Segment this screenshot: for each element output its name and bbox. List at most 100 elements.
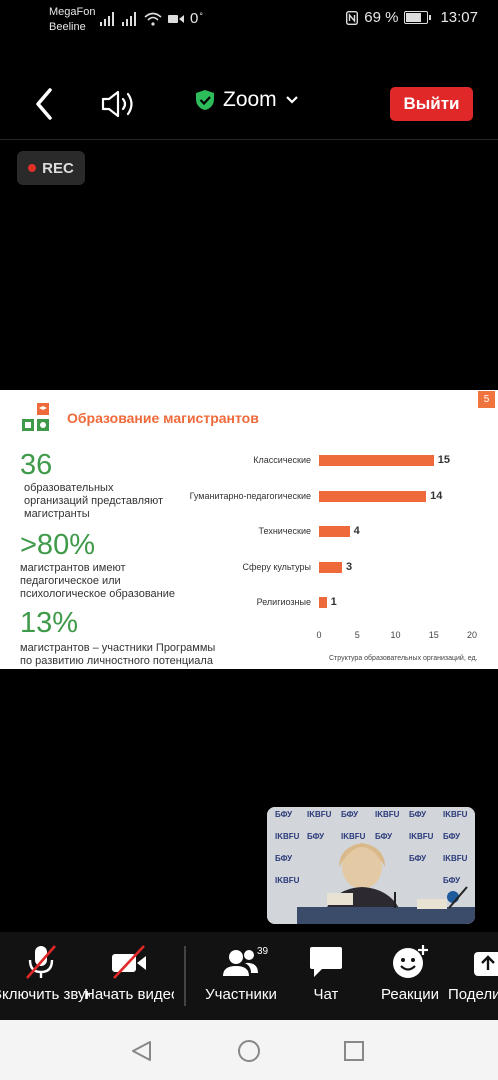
- video-off-icon: [112, 945, 146, 979]
- shared-screen: 5 Образование магистрантов 36 образовате…: [0, 390, 498, 669]
- chevron-left-icon: [36, 88, 52, 120]
- nav-recents-icon[interactable]: [343, 1040, 365, 1062]
- chart-bar: [319, 490, 427, 502]
- record-dot-icon: [28, 164, 37, 172]
- shield-check-icon: [196, 90, 214, 110]
- svg-text:IKBFU: IKBFU: [443, 854, 468, 863]
- svg-text:БФУ: БФУ: [275, 854, 293, 863]
- signal-icon: [100, 11, 114, 26]
- chart-bar-value: 15: [437, 454, 450, 466]
- chart-x-tick: 5: [354, 630, 360, 640]
- svg-text:БФУ: БФУ: [275, 810, 293, 819]
- carrier-info: MegaFon Beeline: [49, 5, 95, 35]
- chart-bar-value: 3: [345, 560, 353, 573]
- chart-bar: [319, 561, 342, 573]
- battery-percent: 69 %: [364, 9, 399, 26]
- share-button[interactable]: Поделиться: [448, 944, 498, 1003]
- stat-value-3: 13%: [20, 607, 79, 639]
- stat-value-1: 36: [20, 449, 53, 481]
- nav-home-icon[interactable]: [237, 1039, 261, 1063]
- chart-category-label: Технические: [258, 526, 311, 536]
- speaker-icon: [101, 90, 133, 118]
- chat-icon: [310, 947, 342, 977]
- chart-x-tick: 0: [316, 630, 322, 640]
- svg-text:IKBFU: IKBFU: [307, 810, 332, 819]
- back-button[interactable]: [30, 86, 62, 122]
- chart-bar: [319, 526, 350, 537]
- bottom-toolbar: Включить звук Начать видео Участники 39 …: [0, 932, 498, 1020]
- meeting-title-dropdown[interactable]: Zoom: [195, 88, 299, 112]
- chart-x-tick: 20: [466, 630, 478, 640]
- clock: 13:07: [440, 9, 478, 26]
- svg-text:БФУ: БФУ: [307, 832, 325, 841]
- chevron-down-icon: [285, 96, 298, 104]
- chart-caption: Структура образовательных организаций, е…: [329, 655, 478, 662]
- share-label: Поделиться: [448, 986, 498, 1003]
- toolbar-divider: [0, 139, 498, 140]
- participants-count: 39: [257, 946, 269, 957]
- chart-category-label: Гуманитарно-педагогические: [189, 490, 311, 501]
- camera-status-icon: [168, 14, 184, 23]
- stat-text-3: магистрантов – участники Программы по ра…: [20, 642, 216, 667]
- chat-label: Чат: [313, 986, 339, 1003]
- svg-text:IKBFU: IKBFU: [443, 810, 468, 819]
- meeting-title: Zoom: [223, 88, 277, 111]
- stat-value-2: >80%: [20, 529, 95, 561]
- chart-x-tick: 15: [428, 630, 439, 640]
- nav-back-icon[interactable]: [130, 1040, 154, 1062]
- slide-number: 5: [478, 391, 495, 408]
- signal-icon-2: [122, 11, 136, 26]
- chart-category-label: Классические: [253, 455, 311, 465]
- microphone-muted-icon: [26, 945, 56, 979]
- nfc-icon: [346, 10, 359, 25]
- carrier-2: Beeline: [49, 21, 86, 33]
- participants-icon: [223, 950, 258, 976]
- self-video-thumbnail[interactable]: БФУ IKBFU БФУ IKBFU БФУ IKBFU IKBFU БФУ IKBFU БФ…: [267, 807, 475, 924]
- system-navigation-bar: [0, 1020, 498, 1080]
- svg-text:IKBFU: IKBFU: [375, 810, 400, 819]
- stat-text-2: магистрантов имеют педагогическое или пс…: [20, 562, 175, 600]
- wifi-icon: [144, 12, 162, 26]
- reactions-button[interactable]: Реакции: [361, 944, 459, 1003]
- education-logo-icon: [22, 403, 49, 431]
- svg-text:БФУ: БФУ: [409, 854, 427, 863]
- chart-bar-value: 1: [330, 596, 337, 608]
- reactions-label: Реакции: [381, 986, 439, 1003]
- chart-bar-value: 14: [430, 489, 443, 502]
- chart-bar-value: 4: [353, 525, 360, 537]
- chat-button[interactable]: Чат: [277, 944, 375, 1003]
- emoji-plus-icon: [393, 945, 428, 978]
- battery-icon: [404, 11, 432, 24]
- svg-text:IKBFU: IKBFU: [275, 876, 300, 885]
- speaker-button[interactable]: [100, 88, 138, 120]
- chart-category-label: Религиозные: [256, 597, 311, 607]
- slide-title: Образование магистрантов: [67, 410, 259, 426]
- share-icon: [474, 952, 498, 976]
- start-video-button[interactable]: Начать видео: [80, 944, 178, 1003]
- speaker-video: БФУ IKBFU БФУ IKBFU БФУ IKBFU IKBFU БФУ IKBFU БФ…: [267, 807, 475, 924]
- start-video-label: Начать видео: [84, 986, 174, 1003]
- chart-bar: [319, 597, 327, 608]
- carrier-1: MegaFon: [49, 6, 96, 18]
- chart-x-tick: 10: [390, 630, 401, 640]
- status-right: 69 % 13:07: [346, 9, 478, 26]
- stat-text-1: образовательных организаций представляют…: [24, 482, 164, 520]
- rec-label: REC: [42, 159, 74, 177]
- svg-text:IKBFU: IKBFU: [341, 832, 366, 841]
- participants-label: Участники: [205, 986, 277, 1003]
- toolbar-separator: [184, 946, 186, 1006]
- status-icons: 0 °: [100, 10, 203, 27]
- chart-bar: [319, 455, 434, 466]
- unmute-button[interactable]: Включить звук: [0, 944, 90, 1003]
- svg-text:БФУ: БФУ: [443, 832, 461, 841]
- svg-text:БФУ: БФУ: [375, 832, 393, 841]
- leave-button[interactable]: Выйти: [390, 87, 473, 121]
- chart-category-label: Сферу культуры: [242, 561, 312, 572]
- participants-button[interactable]: Участники 39: [192, 944, 290, 1003]
- svg-text:БФУ: БФУ: [443, 876, 461, 885]
- svg-text:IKBFU: IKBFU: [275, 832, 300, 841]
- data-speed: 0: [190, 10, 199, 27]
- svg-text:IKBFU: IKBFU: [409, 832, 434, 841]
- recording-indicator[interactable]: REC: [17, 151, 85, 185]
- svg-text:БФУ: БФУ: [341, 810, 359, 819]
